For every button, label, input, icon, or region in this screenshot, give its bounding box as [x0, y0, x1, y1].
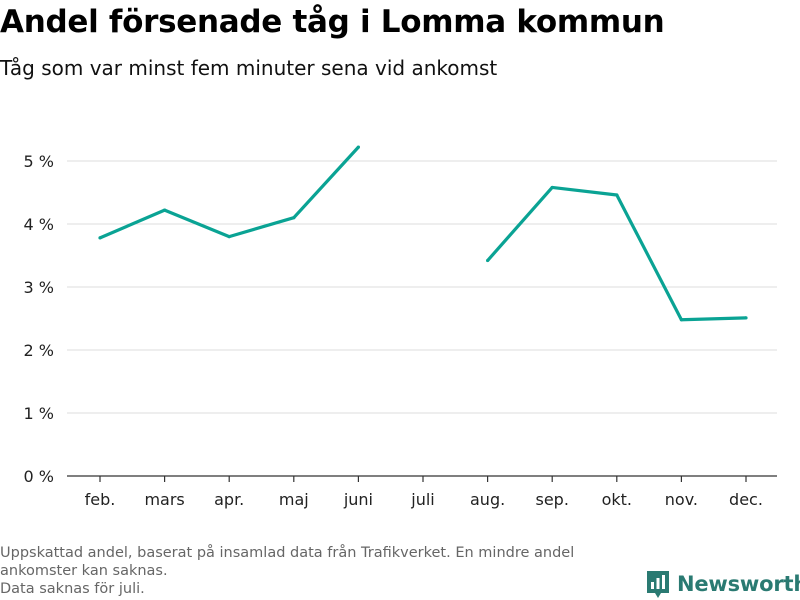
data-point-3 — [292, 216, 296, 220]
chart-subtitle: Tåg som var minst fem minuter sena vid a… — [0, 56, 498, 80]
data-point-8 — [615, 193, 619, 197]
y-tick-label-5: 5 % — [24, 152, 54, 171]
brand-name: Newsworthy — [677, 572, 800, 596]
brand-logo: Newsworthy — [645, 568, 800, 600]
footnote-line-2: Data saknas för juli. — [0, 581, 145, 597]
x-tick-label-5: juli — [410, 490, 434, 509]
data-point-9 — [679, 318, 684, 322]
x-tick-label-2: apr. — [214, 490, 244, 509]
y-tick-label-2: 2 % — [24, 341, 54, 360]
newsworthy-logo-icon — [647, 571, 669, 598]
y-tick-label-4: 4 % — [24, 215, 54, 234]
data-point-10 — [744, 316, 748, 320]
x-tick-label-3: maj — [279, 490, 309, 509]
series-line-segment-0-1 — [486, 185, 747, 322]
footnote: Uppskattad andel, baserat på insamlad da… — [0, 544, 630, 598]
y-tick-label-3: 3 % — [24, 278, 54, 297]
chart-title: Andel försenade tåg i Lomma kommun — [0, 4, 665, 40]
x-tick-label-9: nov. — [665, 490, 698, 509]
line-chart: 0 % 1 % 2 % 3 % 4 % 5 % feb. mars apr. maj juni jul… — [24, 145, 777, 509]
x-tick-label-7: sep. — [535, 490, 568, 509]
data-point-7 — [550, 185, 554, 190]
x-tick-label-0: feb. — [85, 490, 116, 509]
x-tick-label-6: aug. — [470, 490, 505, 509]
y-tick-label-1: 1 % — [24, 404, 54, 423]
data-point-0 — [98, 236, 102, 240]
data-point-1 — [163, 208, 167, 212]
y-tick-label-0: 0 % — [24, 467, 54, 486]
footnote-line-1: Uppskattad andel, baserat på insamlad da… — [0, 545, 575, 579]
x-tick-label-10: dec. — [729, 490, 763, 509]
data-point-2 — [227, 235, 231, 239]
data-point-6 — [486, 258, 490, 263]
x-tick-label-4: juni — [343, 490, 373, 509]
x-tick-label-8: okt. — [602, 490, 632, 509]
data-point-4 — [356, 145, 360, 149]
x-tick-label-1: mars — [144, 490, 184, 509]
